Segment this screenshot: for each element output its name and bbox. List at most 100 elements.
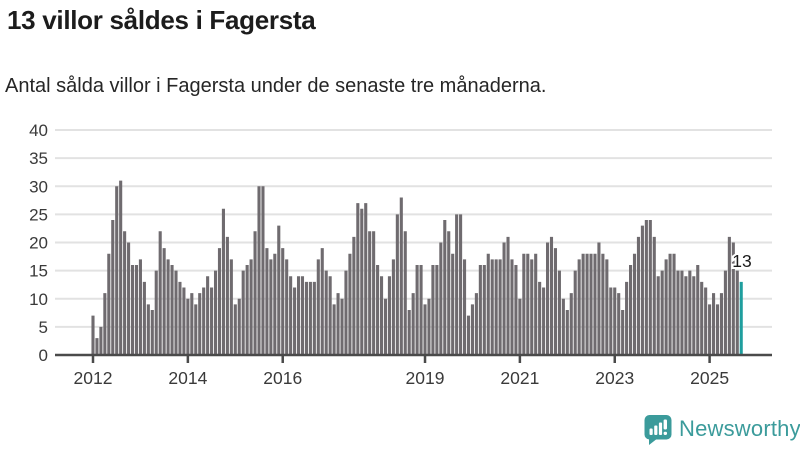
- brand-logo: Newsworthy: [644, 413, 800, 445]
- bar: [336, 293, 340, 355]
- bar: [213, 270, 218, 355]
- bar: [202, 287, 206, 355]
- bar: [719, 293, 724, 355]
- bar: [708, 304, 712, 355]
- bar: [459, 214, 463, 355]
- bar: [668, 253, 672, 355]
- bar: [411, 293, 415, 355]
- bar: [356, 203, 360, 355]
- x-tick-label: 2025: [690, 368, 729, 388]
- bar: [178, 281, 182, 355]
- x-tick-label: 2023: [595, 368, 634, 388]
- bar: [241, 270, 245, 355]
- bar: [565, 310, 569, 355]
- bar: [696, 265, 700, 355]
- bar: [723, 270, 727, 355]
- bar: [233, 304, 237, 355]
- bar: [221, 208, 225, 355]
- bar: [194, 304, 198, 355]
- bar: [443, 220, 447, 355]
- bar: [186, 298, 190, 355]
- bar: [549, 236, 554, 355]
- bar: [150, 310, 154, 355]
- bar: [368, 231, 372, 355]
- bar: [589, 253, 593, 355]
- bar: [510, 259, 514, 355]
- y-tick-label: 10: [29, 290, 48, 309]
- bar: [526, 253, 530, 355]
- bar: [617, 293, 621, 355]
- bar: [372, 231, 376, 355]
- bar: [308, 281, 312, 355]
- bar: [249, 259, 253, 355]
- bar: [561, 298, 565, 355]
- bar: [107, 253, 111, 355]
- y-tick-label: 5: [39, 318, 48, 337]
- bar: [447, 231, 451, 355]
- bar: [688, 270, 692, 355]
- bar: [648, 220, 652, 355]
- y-tick-label: 30: [29, 177, 48, 196]
- bar: [470, 304, 474, 355]
- bar: [490, 259, 494, 355]
- newsworthy-bubble-icon: [644, 414, 672, 445]
- bar: [206, 276, 210, 355]
- bar: [518, 298, 522, 355]
- bar: [174, 270, 178, 355]
- bar: [664, 259, 668, 355]
- bar: [640, 225, 644, 355]
- bar: [391, 259, 395, 355]
- bar: [146, 304, 150, 355]
- bar: [415, 265, 419, 355]
- bar: [542, 287, 546, 355]
- bar: [585, 253, 589, 355]
- bar: [684, 276, 688, 355]
- bar: [676, 270, 680, 355]
- bar: [289, 276, 293, 355]
- bar: [573, 270, 577, 355]
- bar: [474, 293, 478, 355]
- bar: [225, 236, 229, 355]
- bar: [660, 270, 664, 355]
- bar: [735, 270, 739, 355]
- y-tick-label: 40: [29, 121, 48, 140]
- bar: [320, 248, 324, 355]
- bar: [407, 310, 411, 355]
- bar: [498, 259, 502, 355]
- bar: [383, 298, 388, 355]
- bar: [269, 259, 273, 355]
- bar: [672, 253, 676, 355]
- bar: [700, 281, 704, 355]
- bar: [502, 242, 506, 355]
- bar: [431, 265, 435, 355]
- bar: [162, 248, 166, 355]
- bar: [466, 315, 471, 355]
- bar: [190, 293, 194, 355]
- bar: [253, 231, 257, 355]
- bar: [613, 287, 617, 355]
- bar: [364, 203, 368, 355]
- bar: [514, 265, 518, 355]
- bar: [273, 253, 277, 355]
- bar: [403, 231, 407, 355]
- y-tick-label: 25: [29, 205, 48, 224]
- bar: [265, 248, 269, 355]
- bar: [376, 265, 380, 355]
- bar: [692, 276, 696, 355]
- bar: [379, 276, 384, 355]
- bar: [300, 276, 305, 355]
- bar: [257, 186, 261, 355]
- bar: [91, 315, 95, 355]
- bar: [423, 304, 427, 355]
- bar: [399, 197, 403, 355]
- bar: [419, 265, 423, 355]
- bar: [727, 236, 731, 355]
- bar: [138, 259, 142, 355]
- bar: [158, 231, 162, 355]
- bar: [656, 276, 660, 355]
- x-tick-label: 2019: [406, 368, 445, 388]
- bar: [605, 259, 609, 355]
- bar: [130, 265, 135, 355]
- bar: [601, 253, 605, 355]
- bar: [625, 281, 629, 355]
